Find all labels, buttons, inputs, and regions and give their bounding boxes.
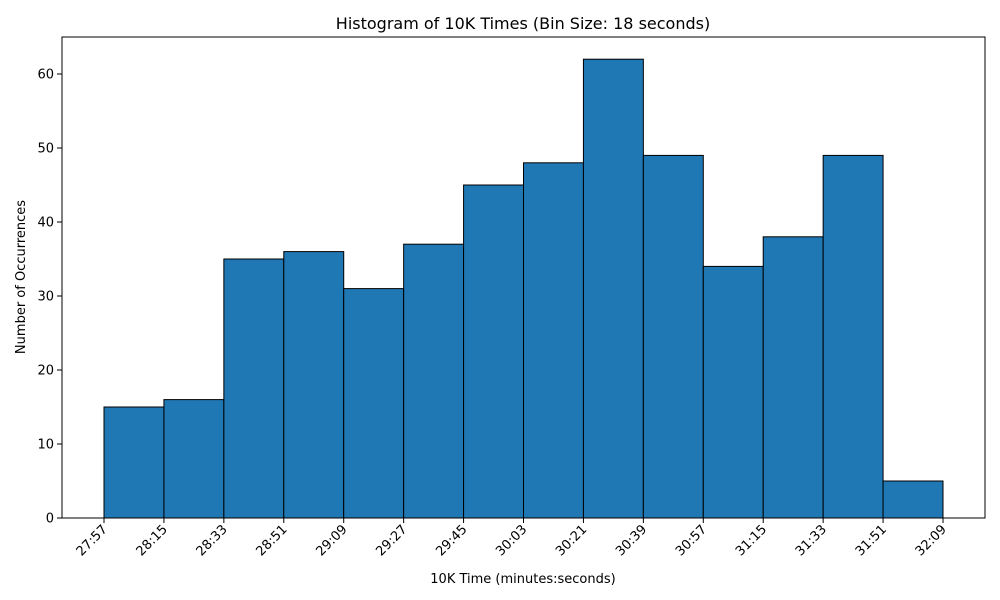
x-tick-label: 28:51	[254, 522, 291, 559]
x-tick-label: 29:45	[433, 522, 470, 559]
bars-group	[103, 58, 944, 519]
histogram-bar	[822, 154, 884, 519]
histogram-bar	[343, 288, 405, 519]
x-tick-label: 31:33	[793, 522, 830, 559]
histogram-bar	[702, 265, 764, 519]
x-tick-label: 31:15	[733, 522, 770, 559]
histogram-bar	[523, 162, 584, 519]
histogram-bar	[403, 243, 465, 519]
histogram-bar	[283, 251, 345, 519]
chart-title: Histogram of 10K Times (Bin Size: 18 sec…	[336, 14, 710, 33]
x-tick-label: 29:09	[313, 522, 350, 559]
y-tick-label: 30	[37, 290, 54, 305]
x-tick-label: 30:39	[613, 522, 650, 559]
histogram-bar	[882, 480, 944, 519]
x-tick-label: 28:15	[134, 522, 171, 559]
histogram-bar	[582, 58, 644, 519]
histogram-bar	[163, 399, 225, 519]
x-axis-label: 10K Time (minutes:seconds)	[430, 572, 615, 587]
y-tick-label: 40	[37, 216, 54, 231]
y-tick-label: 20	[37, 364, 54, 379]
y-tick-label: 10	[37, 438, 54, 453]
histogram-bar	[103, 406, 165, 519]
x-tick-label: 28:33	[194, 522, 231, 559]
x-axis: 27:57 28:15 28:33 28:51 29:09 29:27 29:45 30:03…	[74, 518, 950, 559]
y-tick-label: 0	[46, 512, 54, 527]
x-tick-label: 27:57	[74, 522, 111, 559]
x-tick-label: 29:27	[373, 522, 410, 559]
y-axis: 0 10 20 30 40 50 60	[37, 68, 62, 527]
histogram-bar	[642, 154, 704, 519]
x-tick-label: 30:03	[493, 522, 530, 559]
x-tick-label: 30:21	[553, 522, 590, 559]
x-tick-label: 30:57	[673, 522, 710, 559]
y-tick-label: 60	[37, 68, 54, 83]
x-tick-label: 31:51	[853, 522, 890, 559]
histogram-bar	[463, 184, 525, 519]
y-axis-label: Number of Occurrences	[14, 200, 29, 354]
x-tick-label: 32:09	[913, 522, 950, 559]
histogram-bar	[223, 258, 285, 519]
histogram-bar	[762, 236, 824, 519]
y-tick-label: 50	[37, 142, 54, 157]
